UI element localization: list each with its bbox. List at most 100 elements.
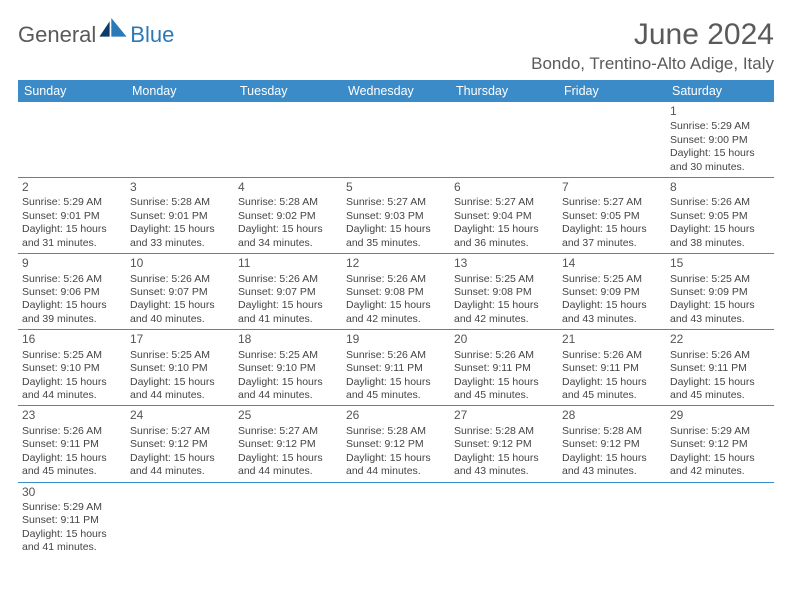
daylight1-text: Daylight: 15 hours	[238, 452, 338, 465]
daylight2-text: and 44 minutes.	[238, 389, 338, 402]
sunset-text: Sunset: 9:11 PM	[346, 362, 446, 375]
day-number: 7	[562, 180, 662, 195]
calendar-cell: 26Sunrise: 5:28 AMSunset: 9:12 PMDayligh…	[342, 406, 450, 482]
weekday-header-row: Sunday Monday Tuesday Wednesday Thursday…	[18, 80, 774, 102]
sunrise-text: Sunrise: 5:25 AM	[22, 349, 122, 362]
calendar-cell: 9Sunrise: 5:26 AMSunset: 9:06 PMDaylight…	[18, 254, 126, 330]
sunset-text: Sunset: 9:12 PM	[562, 438, 662, 451]
sunset-text: Sunset: 9:07 PM	[130, 286, 230, 299]
sunrise-text: Sunrise: 5:27 AM	[130, 425, 230, 438]
calendar-cell: 8Sunrise: 5:26 AMSunset: 9:05 PMDaylight…	[666, 178, 774, 254]
calendar-cell: 6Sunrise: 5:27 AMSunset: 9:04 PMDaylight…	[450, 178, 558, 254]
daylight2-text: and 40 minutes.	[130, 313, 230, 326]
daylight1-text: Daylight: 15 hours	[670, 147, 770, 160]
calendar-cell	[450, 482, 558, 558]
sunset-text: Sunset: 9:08 PM	[454, 286, 554, 299]
sunrise-text: Sunrise: 5:26 AM	[346, 349, 446, 362]
daylight1-text: Daylight: 15 hours	[562, 452, 662, 465]
sunset-text: Sunset: 9:09 PM	[670, 286, 770, 299]
daylight1-text: Daylight: 15 hours	[454, 452, 554, 465]
sunrise-text: Sunrise: 5:29 AM	[670, 425, 770, 438]
daylight2-text: and 44 minutes.	[130, 465, 230, 478]
sunrise-text: Sunrise: 5:25 AM	[454, 273, 554, 286]
calendar-cell: 25Sunrise: 5:27 AMSunset: 9:12 PMDayligh…	[234, 406, 342, 482]
calendar-cell: 28Sunrise: 5:28 AMSunset: 9:12 PMDayligh…	[558, 406, 666, 482]
day-number: 2	[22, 180, 122, 195]
weekday-header: Tuesday	[234, 80, 342, 102]
calendar-cell: 29Sunrise: 5:29 AMSunset: 9:12 PMDayligh…	[666, 406, 774, 482]
daylight2-text: and 45 minutes.	[562, 389, 662, 402]
calendar-cell: 7Sunrise: 5:27 AMSunset: 9:05 PMDaylight…	[558, 178, 666, 254]
day-number: 10	[130, 256, 230, 271]
calendar-cell: 2Sunrise: 5:29 AMSunset: 9:01 PMDaylight…	[18, 178, 126, 254]
sunset-text: Sunset: 9:00 PM	[670, 134, 770, 147]
sunset-text: Sunset: 9:10 PM	[238, 362, 338, 375]
day-number: 11	[238, 256, 338, 271]
sunset-text: Sunset: 9:09 PM	[562, 286, 662, 299]
weekday-header: Friday	[558, 80, 666, 102]
daylight1-text: Daylight: 15 hours	[562, 223, 662, 236]
calendar-cell: 27Sunrise: 5:28 AMSunset: 9:12 PMDayligh…	[450, 406, 558, 482]
daylight2-text: and 35 minutes.	[346, 237, 446, 250]
day-number: 9	[22, 256, 122, 271]
sunset-text: Sunset: 9:12 PM	[130, 438, 230, 451]
daylight2-text: and 43 minutes.	[562, 465, 662, 478]
sunrise-text: Sunrise: 5:27 AM	[346, 196, 446, 209]
daylight1-text: Daylight: 15 hours	[346, 452, 446, 465]
daylight1-text: Daylight: 15 hours	[562, 299, 662, 312]
sunset-text: Sunset: 9:12 PM	[238, 438, 338, 451]
daylight1-text: Daylight: 15 hours	[130, 223, 230, 236]
day-number: 13	[454, 256, 554, 271]
calendar-cell: 5Sunrise: 5:27 AMSunset: 9:03 PMDaylight…	[342, 178, 450, 254]
calendar-row: 16Sunrise: 5:25 AMSunset: 9:10 PMDayligh…	[18, 330, 774, 406]
calendar-cell: 21Sunrise: 5:26 AMSunset: 9:11 PMDayligh…	[558, 330, 666, 406]
calendar-row: 1Sunrise: 5:29 AMSunset: 9:00 PMDaylight…	[18, 102, 774, 178]
day-number: 22	[670, 332, 770, 347]
sunrise-text: Sunrise: 5:26 AM	[238, 273, 338, 286]
calendar-cell: 1Sunrise: 5:29 AMSunset: 9:00 PMDaylight…	[666, 102, 774, 178]
calendar-cell: 10Sunrise: 5:26 AMSunset: 9:07 PMDayligh…	[126, 254, 234, 330]
sunset-text: Sunset: 9:03 PM	[346, 210, 446, 223]
day-number: 12	[346, 256, 446, 271]
sunset-text: Sunset: 9:11 PM	[22, 438, 122, 451]
sunrise-text: Sunrise: 5:25 AM	[238, 349, 338, 362]
daylight2-text: and 44 minutes.	[346, 465, 446, 478]
calendar-cell	[126, 102, 234, 178]
daylight1-text: Daylight: 15 hours	[22, 376, 122, 389]
daylight2-text: and 33 minutes.	[130, 237, 230, 250]
sunset-text: Sunset: 9:05 PM	[670, 210, 770, 223]
calendar-cell	[558, 102, 666, 178]
daylight2-text: and 38 minutes.	[670, 237, 770, 250]
day-number: 18	[238, 332, 338, 347]
daylight2-text: and 42 minutes.	[670, 465, 770, 478]
calendar-cell: 24Sunrise: 5:27 AMSunset: 9:12 PMDayligh…	[126, 406, 234, 482]
daylight1-text: Daylight: 15 hours	[130, 299, 230, 312]
day-number: 14	[562, 256, 662, 271]
daylight1-text: Daylight: 15 hours	[454, 223, 554, 236]
calendar-cell: 30Sunrise: 5:29 AMSunset: 9:11 PMDayligh…	[18, 482, 126, 558]
day-number: 30	[22, 485, 122, 500]
sunrise-text: Sunrise: 5:28 AM	[346, 425, 446, 438]
daylight1-text: Daylight: 15 hours	[238, 376, 338, 389]
sunrise-text: Sunrise: 5:29 AM	[670, 120, 770, 133]
day-number: 6	[454, 180, 554, 195]
sunset-text: Sunset: 9:04 PM	[454, 210, 554, 223]
calendar-cell: 23Sunrise: 5:26 AMSunset: 9:11 PMDayligh…	[18, 406, 126, 482]
sunrise-text: Sunrise: 5:28 AM	[562, 425, 662, 438]
daylight2-text: and 42 minutes.	[454, 313, 554, 326]
sunrise-text: Sunrise: 5:27 AM	[562, 196, 662, 209]
calendar-cell	[234, 482, 342, 558]
calendar-cell	[234, 102, 342, 178]
sunset-text: Sunset: 9:01 PM	[22, 210, 122, 223]
daylight1-text: Daylight: 15 hours	[346, 223, 446, 236]
daylight2-text: and 41 minutes.	[22, 541, 122, 554]
calendar-cell	[342, 482, 450, 558]
calendar-cell: 20Sunrise: 5:26 AMSunset: 9:11 PMDayligh…	[450, 330, 558, 406]
daylight2-text: and 34 minutes.	[238, 237, 338, 250]
daylight2-text: and 36 minutes.	[454, 237, 554, 250]
logo-text-general: General	[18, 22, 96, 48]
logo: General Blue	[18, 18, 174, 48]
calendar-cell: 14Sunrise: 5:25 AMSunset: 9:09 PMDayligh…	[558, 254, 666, 330]
daylight2-text: and 43 minutes.	[670, 313, 770, 326]
daylight1-text: Daylight: 15 hours	[670, 223, 770, 236]
